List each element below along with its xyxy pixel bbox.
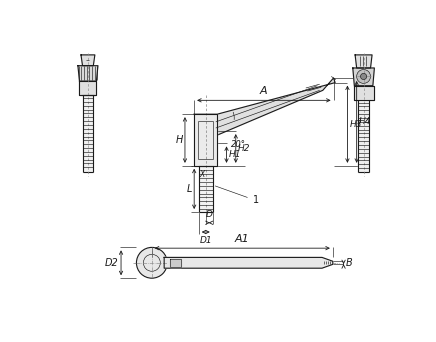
Text: 20°: 20° [231,140,246,149]
Polygon shape [164,258,333,268]
Polygon shape [194,78,335,136]
Polygon shape [358,100,369,172]
Polygon shape [82,95,93,172]
Polygon shape [354,86,374,100]
Polygon shape [194,114,217,166]
Text: X: X [200,170,205,179]
Polygon shape [170,259,181,267]
Text: D2: D2 [105,258,119,268]
Text: D: D [205,210,212,219]
Polygon shape [353,68,375,86]
Text: H1: H1 [229,150,242,159]
Text: 1: 1 [215,186,259,206]
Text: H: H [175,135,183,145]
Text: A1: A1 [235,234,250,244]
Text: H4: H4 [359,117,371,127]
Polygon shape [78,66,98,81]
Text: L: L [187,184,192,194]
Polygon shape [81,55,95,66]
Polygon shape [79,81,96,95]
Text: D1: D1 [199,236,212,245]
Text: A: A [260,86,268,96]
Circle shape [136,247,167,278]
Polygon shape [355,55,372,68]
Circle shape [361,74,367,80]
Circle shape [357,69,371,83]
Polygon shape [199,166,213,212]
Text: H3: H3 [350,120,362,129]
Text: B: B [346,258,353,268]
Text: H2: H2 [238,144,251,153]
